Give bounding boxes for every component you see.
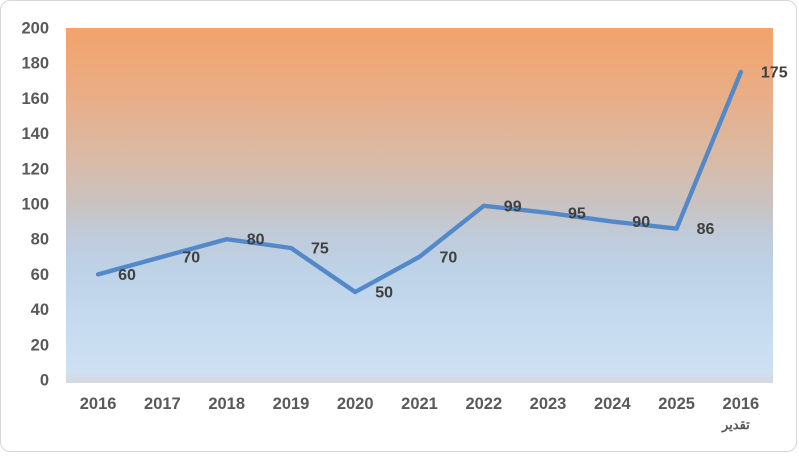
x-axis-label: 2020 <box>337 395 374 413</box>
y-axis-tick-label: 0 <box>40 372 49 390</box>
x-axis-label: 2022 <box>465 395 502 413</box>
x-axis-label: 2019 <box>273 395 310 413</box>
x-axis-label: 2023 <box>530 395 567 413</box>
data-point-label: 95 <box>568 205 586 222</box>
data-point-label: 60 <box>118 267 136 284</box>
data-point-label: 80 <box>247 232 265 249</box>
x-axis-label: 2016 <box>723 395 760 413</box>
data-point-label: 86 <box>697 221 715 238</box>
data-point-label: 175 <box>761 65 788 82</box>
y-axis-tick-label: 180 <box>21 55 49 73</box>
data-point-label: 50 <box>375 285 393 302</box>
y-axis-tick-label: 100 <box>21 196 49 214</box>
y-axis-tick-label: 40 <box>31 301 49 319</box>
y-axis-tick-label: 140 <box>21 125 49 143</box>
x-axis-label: 2018 <box>208 395 245 413</box>
y-axis-tick-label: 20 <box>31 336 49 354</box>
data-line <box>95 69 744 295</box>
data-point-label: 70 <box>440 249 458 266</box>
x-axis-label: 2016 <box>80 395 117 413</box>
data-point-label: 75 <box>311 241 329 258</box>
y-axis-tick-label: 80 <box>31 231 49 249</box>
data-point-label: 90 <box>632 214 650 231</box>
x-axis-label: 2025 <box>658 395 695 413</box>
data-point-label: 70 <box>182 249 200 266</box>
y-axis-tick-label: 120 <box>21 160 49 178</box>
y-axis-tick-label: 60 <box>31 266 49 284</box>
x-axis-sublabel: تقدير <box>721 417 750 433</box>
data-point-label: 99 <box>504 198 522 215</box>
x-axis-label: 2024 <box>594 395 632 413</box>
x-axis-label: 2017 <box>144 395 181 413</box>
y-axis-tick-label: 160 <box>21 90 49 108</box>
plot-area <box>66 28 773 383</box>
x-axis-label: 2021 <box>401 395 438 413</box>
y-axis-tick-label: 200 <box>21 20 49 38</box>
